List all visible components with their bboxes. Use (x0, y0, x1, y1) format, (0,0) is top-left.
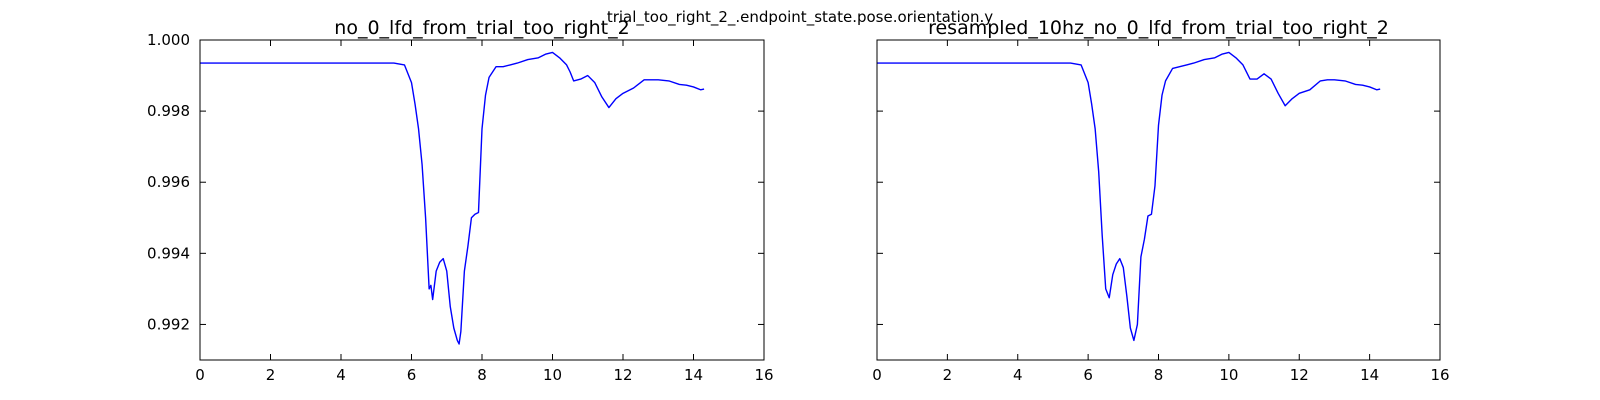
y-tick-label: 0.992 (147, 315, 190, 333)
y-tick-label: 0.996 (147, 173, 190, 191)
x-tick-label: 8 (477, 366, 487, 384)
x-tick-label: 10 (1219, 366, 1238, 384)
x-tick-label: 14 (684, 366, 703, 384)
plot-area (200, 40, 764, 360)
series-line-1 (877, 51, 1381, 342)
x-tick-label: 10 (543, 366, 562, 384)
y-tick-label: 0.994 (147, 244, 190, 262)
x-tick-label: 4 (1013, 366, 1023, 384)
x-tick-label: 2 (943, 366, 953, 384)
x-tick-label: 16 (1430, 366, 1449, 384)
figure-suptitle: trial_too_right_2_.endpoint_state.pose.o… (607, 8, 993, 27)
x-tick-label: 16 (754, 366, 773, 384)
x-tick-label: 0 (195, 366, 205, 384)
plot-area (877, 40, 1440, 360)
x-tick-label: 4 (336, 366, 346, 384)
chart-title: resampled_10hz_no_0_lfd_from_trial_too_r… (928, 17, 1389, 39)
x-tick-label: 8 (1154, 366, 1164, 384)
x-tick-label: 12 (1290, 366, 1309, 384)
x-tick-label: 6 (1083, 366, 1093, 384)
chart-panel-2: resampled_10hz_no_0_lfd_from_trial_too_r… (872, 17, 1449, 384)
y-tick-label: 1.000 (147, 31, 190, 49)
x-tick-label: 14 (1360, 366, 1379, 384)
series-line-1 (200, 51, 705, 345)
x-tick-label: 12 (613, 366, 632, 384)
y-tick-label: 0.998 (147, 102, 190, 120)
plots-layer: no_0_lfd_from_trial_too_right_2 0 2 4 6 8 10 12… (147, 17, 1450, 384)
chart-panel-1: no_0_lfd_from_trial_too_right_2 0 2 4 6 8 10 12… (147, 17, 774, 384)
chart-title: no_0_lfd_from_trial_too_right_2 (334, 17, 629, 39)
x-tick-label: 0 (872, 366, 882, 384)
x-tick-label: 2 (266, 366, 276, 384)
x-tick-label: 6 (407, 366, 417, 384)
